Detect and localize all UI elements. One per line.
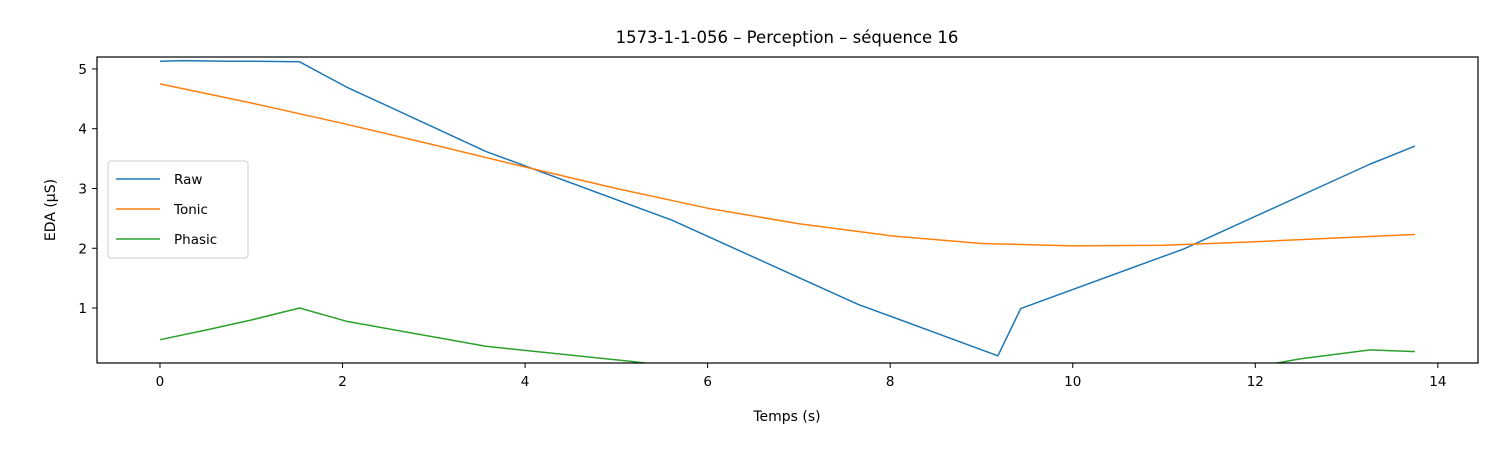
legend-label-phasic: Phasic xyxy=(174,232,217,248)
y-tick-label: 5 xyxy=(78,62,87,78)
legend-label-raw: Raw xyxy=(174,172,202,188)
x-tick-label: 8 xyxy=(886,374,895,390)
x-tick-label: 6 xyxy=(703,374,712,390)
series-lines xyxy=(159,59,1416,363)
x-tick-label: 14 xyxy=(1429,374,1446,390)
legend-box xyxy=(107,160,249,259)
series-line-tonic xyxy=(159,83,1416,247)
series-line-raw xyxy=(159,59,1416,357)
y-tick-label: 3 xyxy=(78,181,87,197)
y-tick-label: 2 xyxy=(78,241,87,257)
chart-title: 1573-1-1-056 – Perception – séquence 16 xyxy=(616,28,959,47)
x-tick-label: 10 xyxy=(1064,374,1081,390)
x-tick-label: 12 xyxy=(1247,374,1264,390)
y-axis-ticks: 1 2 3 4 5 xyxy=(78,62,97,317)
y-axis-label: EDA (µS) xyxy=(43,179,59,241)
x-tick-label: 4 xyxy=(521,374,530,390)
x-axis-ticks: 0 2 4 6 8 10 12 14 xyxy=(156,363,1446,390)
x-axis-label: Temps (s) xyxy=(752,409,820,425)
y-tick-label: 1 xyxy=(78,301,87,317)
x-tick-label: 0 xyxy=(156,374,165,390)
x-tick-label: 2 xyxy=(338,374,347,390)
plot-frame xyxy=(96,56,1479,364)
y-tick-label: 4 xyxy=(78,122,87,138)
legend-label-tonic: Tonic xyxy=(173,202,208,218)
legend: Raw Tonic Phasic xyxy=(107,160,249,259)
series-line-phasic xyxy=(159,307,1416,363)
